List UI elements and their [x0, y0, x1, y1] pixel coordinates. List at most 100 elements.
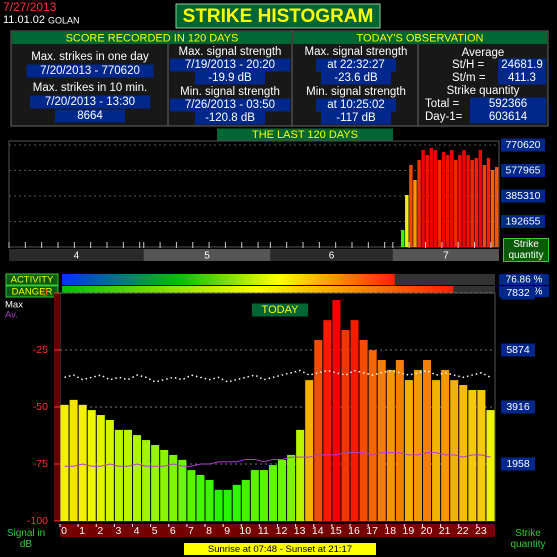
month-band — [9, 249, 144, 261]
bar — [413, 369, 422, 521]
y-tick-label: 0 — [42, 287, 48, 299]
title-box — [175, 3, 381, 29]
label: -19.9 dB — [208, 72, 252, 84]
heading: SCORE RECORDED IN 120 DAYS — [66, 32, 239, 44]
bar — [421, 150, 425, 247]
bar — [486, 410, 495, 521]
bar — [386, 369, 395, 521]
month-band — [392, 249, 499, 261]
bar — [96, 415, 105, 521]
bar — [490, 170, 495, 247]
station: GOLAN — [48, 15, 80, 25]
bar — [78, 404, 87, 521]
label: 7/20/2013 - 770620 — [40, 65, 140, 77]
bar — [413, 180, 417, 247]
x-tick-label: 20 — [421, 525, 433, 537]
bar — [178, 459, 187, 521]
bar — [133, 435, 142, 521]
tick-box — [501, 138, 545, 152]
meter-bar — [62, 286, 454, 297]
bar — [350, 320, 359, 521]
x-tick-label: 5 — [152, 525, 158, 537]
meter-label: ACTIVITY — [11, 275, 54, 286]
label: St/H = — [452, 59, 485, 71]
x-tick-label: 0 — [61, 525, 67, 537]
bar — [223, 489, 232, 521]
value-box — [498, 71, 546, 85]
bar — [454, 160, 458, 247]
value-box — [26, 64, 154, 78]
x-tick-label: 22 — [457, 525, 469, 537]
bar — [423, 360, 432, 521]
y2-tick-label: 3916 — [506, 401, 530, 413]
y-tick-label: -50 — [33, 401, 48, 413]
value-box — [321, 111, 391, 125]
label: -117 dB — [336, 112, 376, 124]
bar — [462, 150, 466, 247]
value-box — [321, 71, 391, 85]
bar — [368, 350, 377, 521]
label: Strike quantity — [447, 85, 520, 97]
max-line — [64, 369, 491, 383]
tick-box — [501, 400, 535, 414]
bar — [169, 454, 178, 521]
x-tick-label: 4 — [74, 251, 80, 262]
bar — [142, 440, 151, 521]
bar — [468, 389, 477, 521]
heading: TODAY'S OBSERVATION — [357, 32, 484, 44]
y-tick-label: 385310 — [505, 190, 540, 202]
y2-tick-label: 1958 — [506, 458, 530, 470]
value-box — [55, 109, 125, 123]
y-tick-label: 577965 — [505, 164, 540, 176]
bar — [105, 419, 114, 521]
bar — [241, 479, 250, 521]
value-box — [498, 58, 546, 72]
label: Max. strikes in 10 min. — [33, 82, 147, 94]
label: -120.8 dB — [205, 112, 255, 124]
month-band — [143, 249, 271, 261]
bar — [466, 155, 470, 247]
x-tick-label: 5 — [204, 251, 210, 262]
meter-label: DANGER — [12, 287, 53, 298]
label: Min. signal strength — [180, 86, 280, 98]
label: St/m = — [452, 72, 486, 84]
label: 7/19/2013 - 20:20 — [185, 59, 275, 71]
bar — [401, 229, 405, 247]
bar — [404, 380, 413, 521]
tick-box — [501, 457, 535, 471]
date: 7/27/2013 — [3, 0, 57, 14]
axis-label: Strike quantity — [503, 528, 553, 553]
x-tick-label: 21 — [439, 525, 451, 537]
bar — [433, 150, 438, 247]
note: Sunrise at 07:48 - Sunset at 21:17 — [208, 544, 352, 555]
chart-title: TODAY — [262, 304, 300, 316]
hour-strip — [60, 524, 495, 537]
y2-tick-label: 5874 — [506, 344, 530, 356]
value-box — [169, 58, 291, 72]
x-tick-label: 3 — [115, 525, 121, 537]
bar — [441, 369, 450, 521]
value-box — [195, 71, 265, 85]
value-box — [169, 98, 291, 112]
x-tick-label: 4 — [134, 525, 140, 537]
x-tick-label: 11 — [258, 525, 269, 537]
month-band — [270, 249, 393, 261]
bar — [69, 399, 78, 521]
label: 7/26/2013 - 03:50 — [185, 99, 275, 111]
axis-label: Strike quantity — [503, 238, 549, 262]
y-tick-label: -25 — [33, 344, 48, 356]
bar — [477, 389, 486, 521]
bar — [470, 160, 474, 247]
label: 411.3 — [508, 72, 536, 84]
x-tick-label: 17 — [366, 525, 378, 537]
value-box — [499, 274, 549, 285]
value-box — [470, 97, 546, 111]
x-tick-label: 9 — [224, 525, 230, 537]
bar — [287, 454, 296, 521]
value-box — [195, 111, 265, 125]
y2-tick-label: 7832 — [506, 287, 530, 299]
x-tick-label: 15 — [330, 525, 342, 537]
bar — [259, 470, 268, 521]
x-tick-label: 8 — [206, 525, 212, 537]
